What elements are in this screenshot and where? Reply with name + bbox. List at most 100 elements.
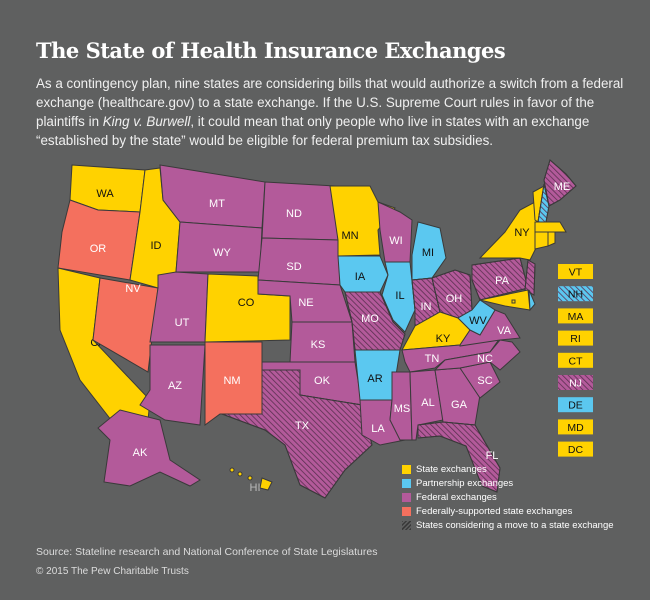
state-wi bbox=[377, 201, 413, 263]
box-label-dc: DC bbox=[568, 444, 584, 456]
state-label-ut: UT bbox=[175, 317, 190, 329]
state-label-va: VA bbox=[497, 325, 512, 337]
state-label-az: AZ bbox=[168, 380, 182, 392]
state-hi bbox=[259, 477, 273, 491]
box-label-ri: RI bbox=[570, 333, 581, 345]
legend-label: Partnership exchanges bbox=[416, 477, 514, 489]
hawaii-island bbox=[237, 471, 243, 477]
state-label-ak: AK bbox=[133, 447, 148, 459]
state-label-al: AL bbox=[421, 397, 434, 409]
box-ri bbox=[558, 330, 593, 346]
state-label-me: ME bbox=[554, 181, 571, 193]
state-ny bbox=[478, 201, 541, 261]
description: As a contingency plan, nine states are c… bbox=[36, 74, 636, 150]
legend-swatch bbox=[402, 520, 411, 530]
page-title: The State of Health Insurance Exchanges bbox=[36, 38, 506, 63]
state-label-sd: SD bbox=[286, 261, 301, 273]
state-label-ky: KY bbox=[436, 333, 451, 345]
hawaii-island bbox=[229, 467, 235, 473]
state-label-tx: TX bbox=[295, 420, 310, 432]
legend-item-state: State exchanges bbox=[402, 462, 614, 476]
hatch-me bbox=[543, 159, 577, 207]
state-label-wa: WA bbox=[96, 188, 114, 200]
legend: State exchanges Partnership exchanges Fede… bbox=[402, 462, 614, 532]
legend-label: State exchanges bbox=[416, 463, 487, 475]
state-ut bbox=[149, 271, 209, 343]
case-name: King v. Burwell bbox=[102, 114, 191, 129]
state-label-wv: WV bbox=[469, 315, 487, 327]
state-or bbox=[57, 199, 141, 281]
state-label-pa: PA bbox=[495, 275, 510, 287]
state-label-ok: OK bbox=[314, 375, 331, 387]
state-label-mo: MO bbox=[361, 313, 379, 325]
source-note: Source: Stateline research and National … bbox=[36, 546, 378, 558]
state-de bbox=[528, 289, 536, 312]
legend-item-partnership: Partnership exchanges bbox=[402, 476, 614, 490]
hatch-mo bbox=[344, 291, 406, 351]
box-ma bbox=[558, 308, 593, 324]
state-label-co: CO bbox=[238, 297, 255, 309]
legend-label: Federally-supported state exchanges bbox=[416, 505, 573, 517]
state-nc bbox=[433, 339, 521, 371]
box-label-nj: NJ bbox=[569, 378, 582, 390]
box-label-ct: CT bbox=[569, 355, 584, 367]
legend-item-hatch: States considering a move to a state exc… bbox=[402, 518, 614, 532]
legend-swatch bbox=[402, 478, 411, 488]
state-label-mt: MT bbox=[209, 198, 225, 210]
legend-label: Federal exchanges bbox=[416, 491, 497, 503]
state-label-ms: MS bbox=[394, 403, 411, 415]
state-label-id: ID bbox=[151, 240, 162, 252]
state-label-oh: OH bbox=[446, 293, 463, 305]
state-nv bbox=[92, 277, 159, 373]
legend-swatch bbox=[402, 464, 411, 474]
state-il bbox=[381, 261, 416, 333]
state-ak bbox=[97, 409, 201, 487]
state-label-ar: AR bbox=[367, 373, 382, 385]
state-label-ks: KS bbox=[311, 339, 326, 351]
state-label-nc: NC bbox=[477, 353, 493, 365]
box-label-md: MD bbox=[567, 422, 584, 434]
hawaii-island bbox=[247, 475, 253, 481]
state-label-il: IL bbox=[395, 290, 404, 302]
state-ma bbox=[534, 221, 567, 233]
state-label-mn: MN bbox=[341, 230, 358, 242]
state-label-fl: FL bbox=[486, 450, 499, 462]
state-label-tn: TN bbox=[425, 353, 440, 365]
state-label-in: IN bbox=[421, 301, 432, 313]
box-ct bbox=[558, 352, 593, 368]
state-dc bbox=[511, 299, 516, 304]
hatch-pa bbox=[471, 257, 529, 301]
copyright: © 2015 The Pew Charitable Trusts bbox=[36, 566, 189, 577]
state-ri bbox=[547, 231, 556, 247]
box-hatch-nj bbox=[558, 375, 593, 390]
box-de bbox=[558, 397, 593, 413]
state-label-sc: SC bbox=[477, 375, 492, 387]
box-label-de: DE bbox=[568, 400, 583, 412]
state-wv bbox=[457, 299, 496, 336]
box-label-nh: NH bbox=[568, 289, 583, 301]
hatch-tx bbox=[221, 369, 373, 499]
description-text-end: , it could mean that only people who liv… bbox=[36, 114, 590, 148]
state-label-hi: HI bbox=[250, 482, 261, 494]
legend-item-federally_supported: Federally-supported state exchanges bbox=[402, 504, 614, 518]
hatch-nj bbox=[524, 259, 536, 296]
state-label-wi: WI bbox=[389, 235, 402, 247]
box-label-ma: MA bbox=[568, 311, 584, 323]
state-label-la: LA bbox=[371, 423, 385, 435]
legend-label: States considering a move to a state exc… bbox=[416, 519, 614, 531]
state-label-nv: NV bbox=[125, 283, 141, 295]
state-label-ia: IA bbox=[355, 271, 366, 283]
state-label-mi: MI bbox=[422, 247, 434, 259]
state-label-ny: NY bbox=[514, 227, 530, 239]
state-label-nm: NM bbox=[223, 375, 240, 387]
box-vt bbox=[558, 264, 593, 279]
state-label-or: OR bbox=[90, 243, 107, 255]
legend-swatch bbox=[402, 506, 411, 516]
legend-swatch bbox=[402, 492, 411, 502]
box-md bbox=[558, 419, 593, 435]
state-label-nd: ND bbox=[286, 208, 302, 220]
hatch-fl bbox=[417, 421, 501, 493]
state-ct bbox=[534, 231, 549, 250]
